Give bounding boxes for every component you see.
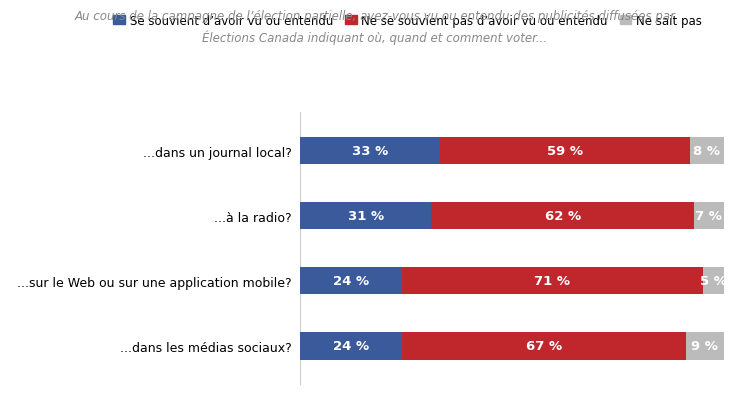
Bar: [694, 203, 724, 230]
Bar: [300, 203, 431, 230]
Bar: [300, 267, 402, 295]
Text: 71 %: 71 %: [534, 275, 570, 288]
Text: Au cours de la campagne de l’élection partielle, avez-vous vu ou entendu des pub: Au cours de la campagne de l’élection pa…: [74, 10, 676, 23]
Text: 24 %: 24 %: [333, 275, 369, 288]
Text: 62 %: 62 %: [544, 210, 580, 223]
Text: Élections Canada indiquant où, quand et comment voter...: Élections Canada indiquant où, quand et …: [202, 30, 548, 45]
Text: 9 %: 9 %: [692, 340, 718, 352]
Text: 67 %: 67 %: [526, 340, 562, 352]
Text: 7 %: 7 %: [695, 210, 722, 223]
Legend: Se souvient d’avoir vu ou entendu, Ne se souvient pas d’avoir vu ou entendu, Ne : Se souvient d’avoir vu ou entendu, Ne se…: [113, 14, 702, 28]
Bar: [440, 138, 690, 165]
Text: 33 %: 33 %: [352, 145, 388, 158]
Bar: [686, 332, 724, 360]
Bar: [300, 332, 402, 360]
Bar: [431, 203, 694, 230]
Bar: [300, 138, 439, 165]
Text: 31 %: 31 %: [347, 210, 384, 223]
Text: 8 %: 8 %: [693, 145, 720, 158]
Text: 59 %: 59 %: [547, 145, 583, 158]
Bar: [402, 267, 703, 295]
Bar: [690, 138, 724, 165]
Bar: [402, 332, 686, 360]
Text: 24 %: 24 %: [333, 340, 369, 352]
Text: 5 %: 5 %: [700, 275, 727, 288]
Bar: [703, 267, 724, 295]
